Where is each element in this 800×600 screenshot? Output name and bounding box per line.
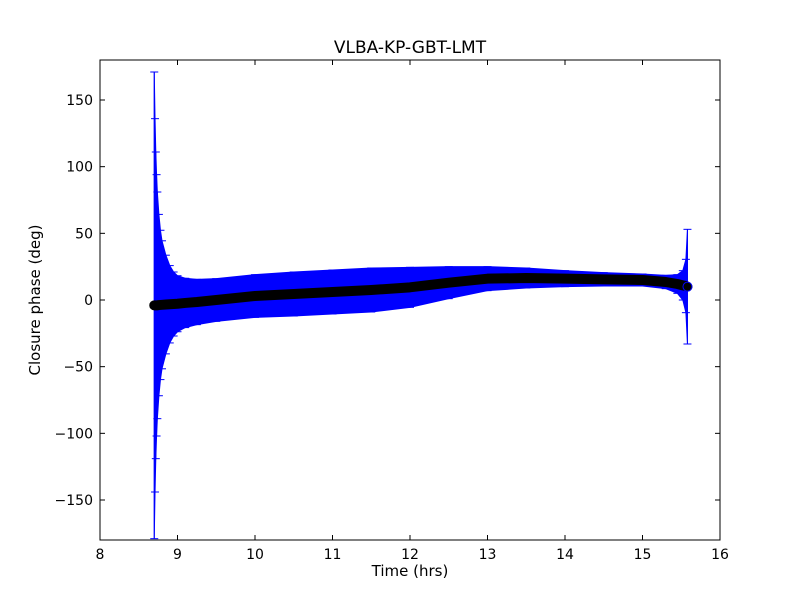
x-tick-label: 14	[556, 547, 574, 563]
y-tick-label: −150	[55, 493, 93, 509]
data-point	[173, 299, 182, 309]
data-point	[328, 287, 337, 297]
x-tick-label: 16	[711, 547, 729, 563]
data-point	[405, 282, 415, 292]
x-tick-label: 11	[324, 547, 342, 563]
error-band	[153, 71, 688, 539]
plot-marks	[149, 71, 693, 540]
data-point	[661, 277, 671, 287]
data-point	[180, 298, 190, 308]
x-tick-label: 12	[401, 547, 419, 563]
data-point	[211, 295, 221, 305]
axis-ticks: 8 9 10 11 12 13 14 15 16 −150 −100 −50 0 50 100 150	[55, 60, 729, 563]
data-point-last	[682, 281, 693, 292]
data-point	[521, 273, 531, 283]
x-tick-label: 15	[634, 547, 652, 563]
y-axis-label: Closure phase (deg)	[26, 225, 44, 376]
x-tick-label: 10	[246, 547, 264, 563]
x-tick-label: 13	[479, 547, 497, 563]
y-tick-label: −50	[63, 360, 93, 376]
data-point	[366, 285, 376, 295]
data-point	[560, 274, 570, 284]
data-point	[638, 275, 647, 285]
chart-title: VLBA-KP-GBT-LMT	[334, 38, 487, 58]
x-axis-label: Time (hrs)	[371, 562, 449, 580]
data-point	[289, 289, 299, 299]
y-tick-label: 0	[84, 293, 93, 309]
data-point	[483, 274, 492, 284]
y-tick-label: 150	[66, 93, 93, 109]
data-point	[444, 278, 454, 288]
y-tick-label: −100	[55, 426, 93, 442]
x-tick-label: 8	[96, 547, 105, 563]
data-point	[599, 274, 609, 284]
y-tick-label: 50	[75, 226, 93, 242]
y-tick-label: 100	[66, 160, 93, 176]
x-tick-label: 9	[173, 547, 182, 563]
data-point	[250, 291, 260, 301]
data-point	[192, 297, 202, 307]
